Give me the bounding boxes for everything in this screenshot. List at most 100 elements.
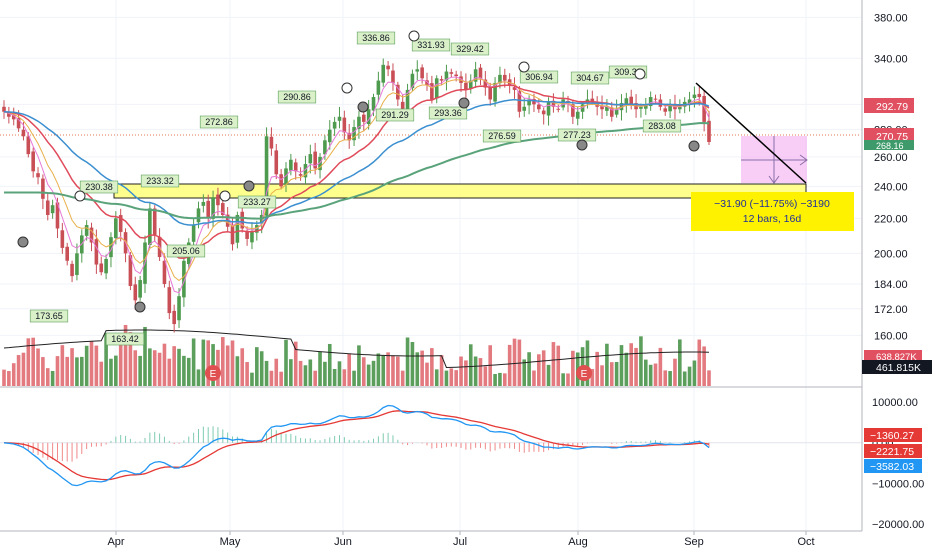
price-scale-bg[interactable] <box>862 0 932 550</box>
macd-line-value: −3582.03 <box>870 461 914 473</box>
candle-body <box>75 253 79 275</box>
candle-body <box>605 106 609 111</box>
volume-bar <box>502 373 507 386</box>
candle-body <box>94 239 99 265</box>
price-tick-label: 340.00 <box>874 53 908 65</box>
candle-body <box>663 108 668 112</box>
volume-bar <box>609 362 614 386</box>
candle-body <box>488 86 493 100</box>
volume-bar <box>308 359 313 386</box>
volume-bar <box>337 361 342 386</box>
volume-bar <box>400 370 405 386</box>
price-label: 272.86 <box>205 117 233 127</box>
candle-body <box>609 107 614 117</box>
candle-body <box>541 110 546 115</box>
price-tick-label: 172.00 <box>874 304 908 316</box>
volume-bar <box>605 343 609 386</box>
candle-body <box>152 208 157 236</box>
volume-bar <box>36 348 40 386</box>
candle-body <box>537 104 541 110</box>
candle-body <box>308 154 313 164</box>
price-label-box <box>570 71 610 85</box>
candle-body <box>167 287 172 314</box>
time-axis[interactable]: Apr May Jun Jul Aug Sep Oct <box>107 531 815 548</box>
volume-bar <box>342 369 347 386</box>
price-label: 331.93 <box>417 40 445 50</box>
candle-body <box>449 72 454 74</box>
price-label-box <box>375 108 415 122</box>
candle-body <box>133 284 138 301</box>
volume-bar <box>191 338 196 386</box>
candle-body <box>590 98 595 102</box>
price-label-box <box>482 129 522 143</box>
price-label: 233.27 <box>243 197 271 207</box>
volume-bar <box>31 337 35 386</box>
candle-body <box>493 82 497 102</box>
earnings-badge-1[interactable]: E <box>205 365 221 381</box>
pivot-circle <box>458 97 470 109</box>
candle-body <box>148 208 152 246</box>
candle-body <box>357 116 361 129</box>
volume-bar <box>357 345 361 386</box>
volume-bar <box>444 370 449 386</box>
volume-bar <box>551 342 556 386</box>
volume-bar <box>16 355 21 386</box>
earnings-badge-2[interactable]: E <box>576 365 592 381</box>
volume-bar <box>323 361 327 386</box>
volume-bar <box>624 352 629 386</box>
volume-bar <box>527 352 531 386</box>
candle-body <box>7 113 11 117</box>
candle-body <box>702 95 706 122</box>
candle-body <box>478 67 483 79</box>
volume-bar <box>498 372 502 386</box>
candle-body <box>289 159 293 171</box>
trend-line[interactable] <box>695 82 807 184</box>
measure-text: −31.90 (−11.75%) −3190 <box>714 198 830 210</box>
candle-body <box>293 162 298 172</box>
candle-body <box>527 99 531 106</box>
volume-badge: 638.827K 461.815K <box>862 350 932 374</box>
macd-badges: −1360.27 −2221.75 −3582.03 <box>864 428 922 473</box>
volume-bar <box>118 336 123 386</box>
candle-body <box>216 194 220 206</box>
candle-body <box>284 168 288 185</box>
volume-bar <box>634 347 638 386</box>
candle-body <box>546 101 551 116</box>
volume-bar <box>653 363 658 386</box>
candle-body <box>162 260 167 285</box>
volume-bar <box>522 359 527 386</box>
candle-body <box>400 101 405 110</box>
volume-bars <box>2 324 711 386</box>
pivot-circle <box>341 82 353 94</box>
volume-bar <box>65 356 70 386</box>
candle-body <box>498 74 502 84</box>
measure-box <box>691 192 854 231</box>
volume-bar <box>425 362 429 386</box>
volume-bar <box>537 354 541 386</box>
price-label-box <box>450 42 490 56</box>
macd-line <box>3 404 710 487</box>
pivot-markers <box>17 30 700 313</box>
volume-bar <box>128 332 133 386</box>
candle-body <box>318 156 322 171</box>
volume-bar <box>182 355 186 386</box>
volume-bar <box>532 370 536 386</box>
candle-body <box>648 97 653 107</box>
volume-bar <box>546 364 551 386</box>
candle-body <box>434 78 439 99</box>
candle-body <box>313 151 317 169</box>
price-label: 276.59 <box>488 131 516 141</box>
volume-bar <box>371 360 376 386</box>
volume-bar <box>41 357 45 386</box>
candle-body <box>26 136 31 155</box>
volume-bar <box>225 345 230 386</box>
volume-bar <box>162 343 167 386</box>
volume-bar <box>235 356 240 386</box>
volume-bar <box>410 342 415 386</box>
ma-line-50 <box>3 98 710 226</box>
volume-bar <box>274 358 279 386</box>
volume-bar <box>478 358 483 386</box>
volume-bar <box>157 352 162 386</box>
pivot-circle <box>134 301 146 313</box>
